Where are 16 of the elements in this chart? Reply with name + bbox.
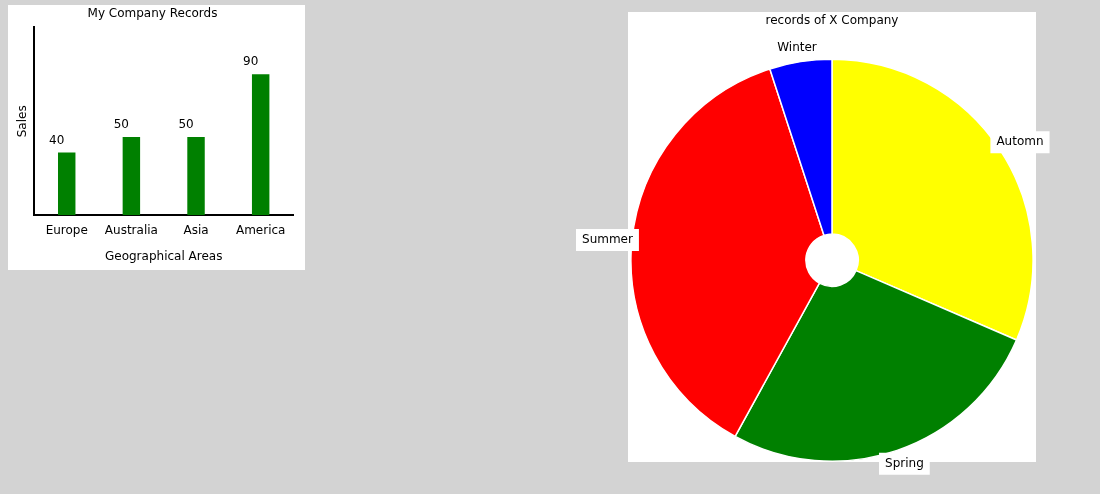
chart-title: records of X Company <box>765 13 899 28</box>
x-tick-label: Asia <box>183 222 209 237</box>
x-tick-label: Europe <box>45 222 88 237</box>
slice-label: Summer <box>582 232 633 247</box>
slice-label: Winter <box>777 39 817 54</box>
data-label: 40 <box>49 132 65 147</box>
data-label: 50 <box>113 117 130 132</box>
x-tick-label: America <box>235 222 286 237</box>
data-label: 90 <box>243 54 259 69</box>
data-label: 50 <box>178 117 194 132</box>
x-tick-label: Australia <box>104 222 158 237</box>
x-axis-title: Geographical Areas <box>104 248 223 263</box>
slice-label: Automn <box>996 134 1044 149</box>
chart-title: My Company Records <box>87 6 218 21</box>
slice-label: Spring <box>885 455 924 470</box>
y-axis-title: Sales <box>15 105 30 138</box>
